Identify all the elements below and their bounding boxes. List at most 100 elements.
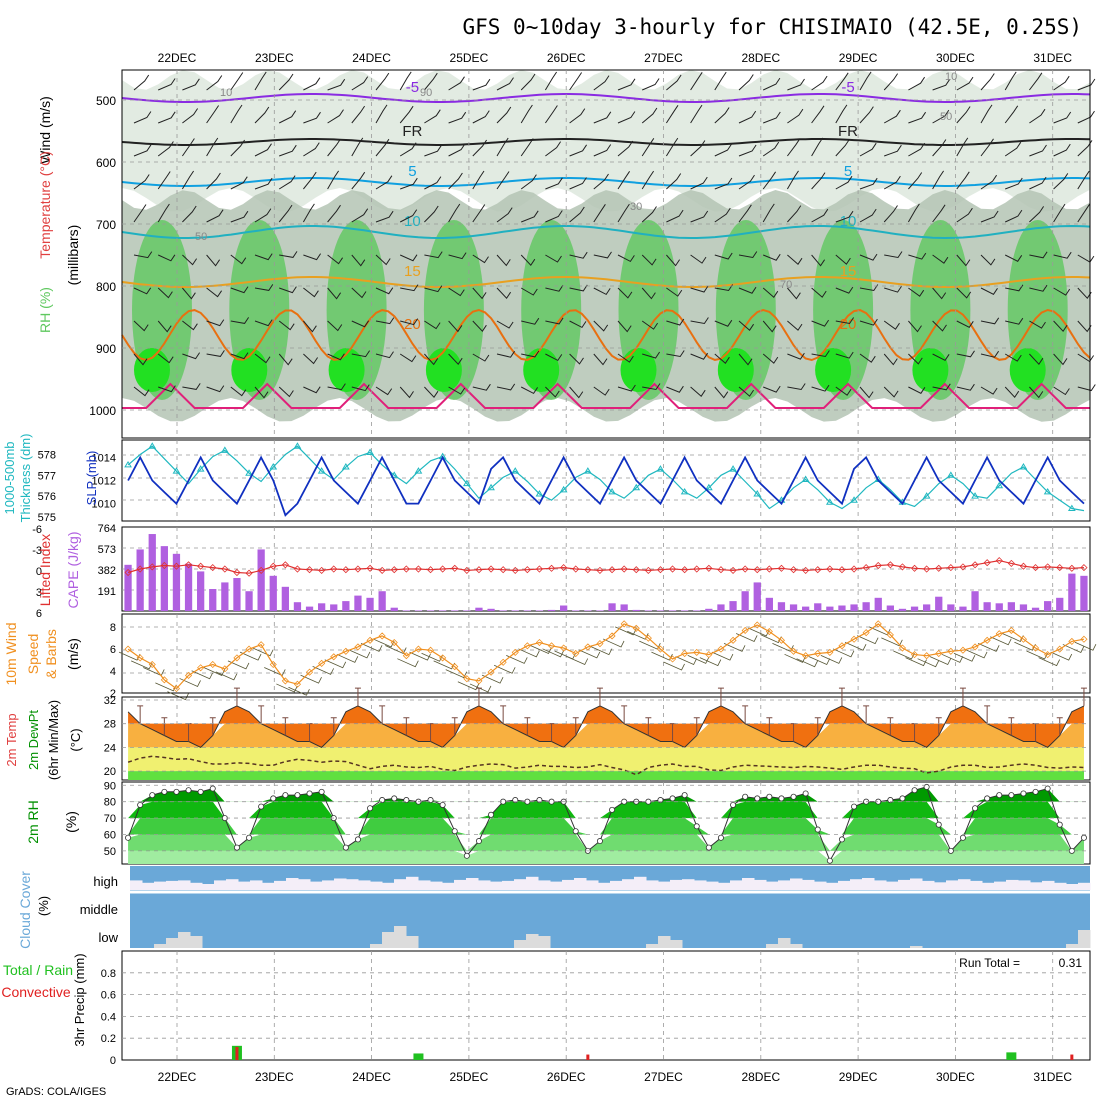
lifted-index-point <box>354 565 362 573</box>
wind10m-speed-point <box>1044 651 1052 659</box>
rh2m-point <box>596 838 603 845</box>
run-total-label: Run Total = <box>959 956 1020 970</box>
wind-barb <box>835 351 854 359</box>
wind-barb <box>738 286 757 294</box>
cloud-high-bar <box>226 879 239 890</box>
rh2m-point <box>681 792 688 799</box>
wind10m-barb <box>639 640 661 650</box>
wind-barb <box>375 254 391 266</box>
wind-barb <box>545 353 563 362</box>
cape-bar <box>184 563 193 611</box>
cape-bar <box>511 610 519 611</box>
cloud-high-bar <box>898 879 911 890</box>
wind-barb <box>883 353 898 366</box>
lifted-index-point <box>620 565 628 573</box>
cloud-high-bar <box>358 880 371 890</box>
temp2m-tick: 32 <box>104 695 116 707</box>
cloud-high-bar <box>802 879 815 890</box>
temp2m-axis-label: 2m DewPt <box>26 710 41 770</box>
cloud-high-bar <box>706 881 719 890</box>
rh2m-point <box>185 787 192 794</box>
wind-barb <box>278 73 294 91</box>
wind-barb <box>884 251 903 259</box>
wind-barb <box>133 74 150 91</box>
wind-barb <box>327 204 341 223</box>
lifted-index-point <box>305 566 314 574</box>
wind-barb <box>738 353 753 366</box>
wind-barb <box>400 284 419 292</box>
cape-bar <box>705 608 713 611</box>
cloud-high-bar <box>598 882 611 890</box>
wind10m-speed-point <box>947 647 955 655</box>
wind-barb <box>399 142 417 157</box>
wind10m-speed-point <box>160 676 168 684</box>
wind-barb <box>182 254 198 266</box>
wind-barb <box>738 251 758 259</box>
wind-barb <box>932 353 950 361</box>
cape-bar <box>729 601 737 611</box>
wind-barb <box>907 203 920 223</box>
footer-credit: GrADS: COLA/IGES <box>6 1086 106 1098</box>
temp-minmax-bar <box>1080 687 1087 706</box>
isotherm-label: FR <box>838 123 858 140</box>
cloud-high-bar <box>682 879 695 890</box>
wind-barb <box>1005 284 1024 292</box>
cape-bar <box>475 607 483 611</box>
isotherm-label: 5 <box>408 163 416 180</box>
temp-minmax-bar <box>596 687 603 706</box>
wind-barb <box>908 76 926 91</box>
cape-bar <box>717 604 725 611</box>
wind10m-barb <box>602 638 625 648</box>
lifted-index-point <box>1080 564 1088 572</box>
wind10m-barb <box>953 652 976 662</box>
wind10m-speed-line <box>127 623 1085 690</box>
wind10m-barb <box>905 657 927 667</box>
wind-barb <box>254 71 267 91</box>
cape-bar <box>656 610 665 611</box>
wind-barb <box>956 383 975 391</box>
cape-tick: 382 <box>98 565 116 577</box>
rh2m-point <box>609 806 616 813</box>
wind-barb <box>593 320 609 332</box>
precip-axis-label: 3hr Precip (mm) <box>72 953 87 1046</box>
cloud-high-bar <box>970 880 983 890</box>
li-tick: 0 <box>36 566 42 578</box>
day-label-top: 30DEC <box>936 51 975 65</box>
rh2m-point <box>572 828 579 835</box>
cape-bar <box>221 582 229 611</box>
cape-bar <box>463 610 471 611</box>
wind-barb <box>908 111 927 124</box>
thickness-point <box>124 460 132 468</box>
wind-barb <box>859 284 879 292</box>
wind-barb <box>351 76 369 91</box>
lifted-index-point <box>850 565 858 573</box>
cloud-high-bar <box>202 884 215 890</box>
wind10m-barb <box>699 657 722 667</box>
wind-barb <box>859 253 878 261</box>
wind-barb <box>545 254 562 263</box>
wind-barb <box>617 384 636 392</box>
cloud-low-bar <box>382 932 395 948</box>
lifted-index-point <box>184 561 193 569</box>
wind10m-speed-point <box>729 636 737 644</box>
wind-barb <box>641 287 656 300</box>
wind-barb <box>520 73 536 91</box>
wind10m-barb <box>288 686 310 696</box>
lifted-index-point <box>463 566 471 574</box>
wind10m-speed-point <box>898 644 907 652</box>
rh2m-point <box>669 795 676 802</box>
wind-barb <box>980 174 998 190</box>
rh2m-point <box>318 788 325 795</box>
wind10m-speed-point <box>850 635 858 643</box>
precip-total-label: Total / Rain <box>3 962 73 978</box>
wind-barb <box>811 319 830 327</box>
wind-barb <box>666 173 682 190</box>
wind10m-speed-point <box>245 645 253 653</box>
wind-barb <box>157 171 171 190</box>
wind-barb <box>278 386 294 398</box>
wind10m-speed-point <box>1068 637 1076 645</box>
wind10m-speed-point <box>668 655 677 663</box>
thickness-tick: 576 <box>38 491 56 503</box>
cape-bar <box>632 609 640 611</box>
rh2m-point <box>451 828 458 835</box>
